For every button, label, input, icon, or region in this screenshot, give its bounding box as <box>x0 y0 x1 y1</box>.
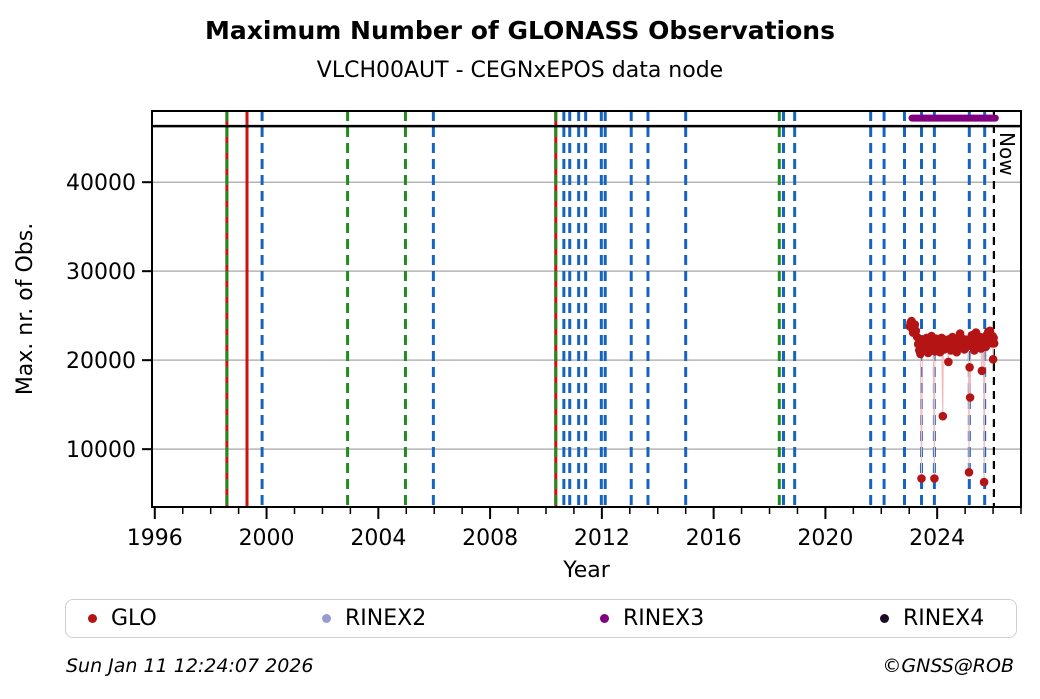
legend-label-rinex2: RINEX2 <box>345 605 427 631</box>
legend-label-glo: GLO <box>111 605 157 631</box>
glo-point <box>930 474 939 483</box>
x-tick-label: 2024 <box>909 526 965 551</box>
chart-subtitle: VLCH00AUT - CEGNxEPOS data node <box>316 58 724 83</box>
glo-point <box>944 357 953 367</box>
legend-item-rinex2: RINEX2 <box>322 600 426 636</box>
glo-point <box>916 349 925 359</box>
legend-label-rinex4: RINEX4 <box>903 605 985 631</box>
x-tick-label: 2008 <box>462 526 518 551</box>
legend-item-rinex3: RINEX3 <box>600 600 704 636</box>
glo-point <box>979 477 989 487</box>
legend-label-rinex3: RINEX3 <box>623 605 705 631</box>
y-tick-label: 30000 <box>66 260 136 285</box>
glo-point <box>964 468 974 477</box>
glo-point <box>965 363 974 372</box>
now-label: Now <box>995 132 1019 176</box>
x-tick-label: 1996 <box>127 526 183 551</box>
rinex3-marker-icon <box>600 613 609 623</box>
y-axis-label: Max. nr. of Obs. <box>13 223 38 395</box>
y-tick-label: 40000 <box>66 171 136 196</box>
legend-item-glo: GLO <box>88 600 157 636</box>
rinex4-marker-icon <box>880 613 889 623</box>
y-tick-label: 10000 <box>66 438 136 463</box>
glo-marker-icon <box>88 613 97 623</box>
rinex2-marker-icon <box>322 613 331 623</box>
glo-point <box>988 355 998 364</box>
timestamp-text: Sun Jan 11 12:24:07 2026 <box>66 655 314 677</box>
legend-box: GLO RINEX2 RINEX3 RINEX4 <box>65 599 1017 638</box>
x-tick-label: 2004 <box>350 526 406 551</box>
glo-point <box>977 366 987 376</box>
legend-item-rinex4: RINEX4 <box>880 600 984 636</box>
glo-point <box>989 339 999 348</box>
y-tick-label: 20000 <box>66 349 136 374</box>
x-tick-label: 2000 <box>239 526 295 551</box>
x-tick-label: 2016 <box>686 526 742 551</box>
x-tick-label: 2020 <box>797 526 853 551</box>
chart-title: Maximum Number of GLONASS Observations <box>205 16 835 45</box>
glo-point <box>917 474 926 483</box>
x-axis-label: Year <box>562 558 611 583</box>
glo-point <box>938 411 948 421</box>
plot-frame <box>151 110 1022 508</box>
credit-text: ©GNSS@ROB <box>882 655 1014 677</box>
x-tick-label: 2012 <box>574 526 630 551</box>
glo-point <box>965 393 975 402</box>
